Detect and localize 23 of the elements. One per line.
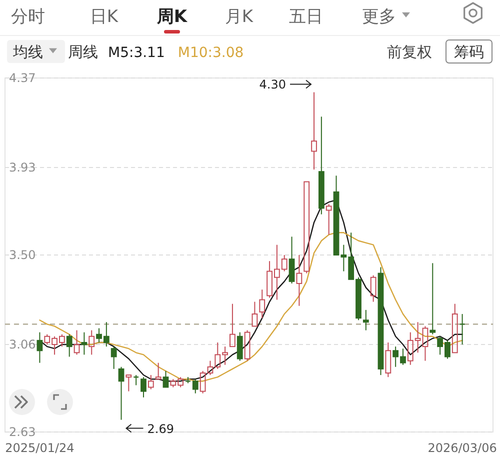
x-tick-label: 2026/03/06 bbox=[428, 441, 497, 455]
control: 日K bbox=[90, 7, 118, 27]
control: 更多 bbox=[362, 7, 410, 27]
annotation: 2.69 bbox=[147, 422, 174, 436]
text: M10:3.08 bbox=[178, 45, 244, 61]
text: M5:3.11 bbox=[108, 45, 165, 61]
control: 前复权 bbox=[387, 43, 432, 61]
note: 2.69 bbox=[125, 422, 174, 436]
y-tick-label: 2.63 bbox=[9, 425, 36, 440]
control: 月K bbox=[224, 7, 254, 27]
x-tick-label: 2025/01/24 bbox=[5, 441, 74, 455]
note: 4.30 bbox=[259, 78, 312, 92]
control: 分时 bbox=[11, 7, 45, 27]
control: 五日 bbox=[289, 7, 323, 27]
annotation: 4.30 bbox=[259, 78, 286, 92]
control: 周K bbox=[156, 7, 188, 27]
control: 均线 bbox=[7, 40, 65, 63]
y-tick-label: 4.37 bbox=[9, 71, 36, 86]
y-tick-label: 3.93 bbox=[9, 160, 36, 175]
y-tick-label: 3.50 bbox=[9, 248, 36, 262]
control: 周线 bbox=[68, 43, 98, 61]
control: 筹码 bbox=[446, 40, 492, 64]
y-tick-label: 3.06 bbox=[9, 338, 36, 352]
